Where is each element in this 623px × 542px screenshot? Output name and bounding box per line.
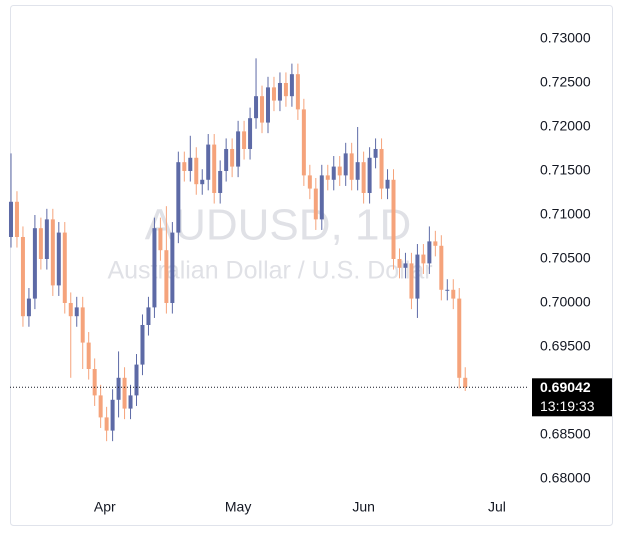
candle-body (283, 82, 288, 97)
candle-body (337, 166, 342, 176)
candle-body (271, 87, 276, 101)
y-tick-label: 0.71500 (540, 162, 591, 178)
candle-body (355, 162, 360, 180)
candle-body (206, 144, 211, 180)
candle-body (397, 258, 402, 268)
y-tick-label: 0.72000 (540, 118, 591, 134)
x-tick-label: Apr (94, 499, 116, 515)
candle-body (391, 179, 396, 259)
candle-body (32, 228, 37, 299)
candle-body (445, 289, 450, 291)
watermark-subtitle: Australian Dollar / U.S. Dollar (107, 257, 432, 285)
candle-body (313, 188, 318, 220)
candle-body (361, 162, 366, 193)
candle-body (98, 395, 103, 418)
y-tick-label: 0.73000 (540, 30, 591, 46)
candle-body (116, 377, 121, 400)
candle-body (152, 228, 157, 308)
candle-body (451, 289, 456, 299)
candle-body (74, 307, 79, 317)
candle-body (50, 219, 55, 286)
candle-body (158, 228, 163, 251)
candle-body (307, 175, 312, 189)
candle-body (409, 263, 414, 299)
last-price-box (532, 378, 612, 417)
candle-body (164, 250, 169, 303)
countdown-label: 13:19:33 (540, 398, 595, 414)
watermark-title: AUDUSD, 1D (145, 201, 412, 250)
candle-body (128, 395, 133, 409)
y-tick-label: 0.70000 (540, 294, 591, 310)
candle-body (289, 74, 294, 97)
candle-body (212, 144, 217, 193)
candle-body (104, 417, 109, 431)
candle-body (463, 377, 468, 388)
candle-body (439, 245, 444, 290)
candle-body (176, 162, 181, 233)
x-tick-label: May (225, 499, 251, 515)
candle-body (110, 399, 115, 431)
candle-body (62, 232, 67, 303)
x-tick-label: Jul (488, 499, 506, 515)
candle-body (295, 74, 300, 110)
candle-body (457, 298, 462, 378)
candle-body (265, 87, 270, 123)
candle-body (373, 148, 378, 158)
candle-body (218, 170, 223, 193)
candle-body (194, 157, 199, 185)
chart-frame (10, 5, 613, 526)
candle-body (44, 219, 49, 259)
candle-body (140, 324, 145, 365)
candle-body (56, 232, 61, 286)
candle-body (433, 241, 438, 246)
candle-body (236, 131, 241, 167)
candle-body (224, 148, 229, 171)
candle-body (230, 148, 235, 167)
candle-body (68, 302, 73, 317)
candle-body (188, 157, 193, 171)
y-tick-label: 0.72500 (540, 74, 591, 90)
last-price-label: 0.69042 (540, 379, 591, 395)
candle-body (349, 153, 354, 180)
candle-body (415, 254, 420, 299)
candle-body (379, 148, 384, 189)
candle-body (319, 175, 324, 220)
candle-body (170, 232, 175, 303)
candle-body (254, 96, 259, 119)
candle-body (92, 368, 97, 396)
y-tick-label: 0.69500 (540, 338, 591, 354)
candle-body (146, 307, 151, 325)
candle-body (242, 131, 247, 149)
candle-body (86, 342, 91, 369)
candle-body (248, 118, 253, 149)
candle-body (331, 166, 336, 180)
candle-body (26, 298, 31, 317)
y-tick-label: 0.70500 (540, 250, 591, 266)
y-tick-label: 0.68000 (540, 470, 591, 486)
candle-body (134, 364, 139, 396)
candle-body (80, 307, 85, 343)
y-tick-label: 0.68500 (540, 426, 591, 442)
candle-body (277, 82, 282, 101)
candle-body (20, 236, 25, 317)
candle-body (122, 377, 127, 409)
candle-body (14, 201, 19, 237)
candle-body (367, 157, 372, 193)
candle-body (421, 254, 426, 264)
candle-body (385, 179, 390, 189)
candle-body (403, 263, 408, 268)
candle-body (260, 96, 265, 123)
candle-body (8, 201, 13, 237)
candle-body (38, 228, 43, 259)
candle-body (200, 179, 205, 185)
y-tick-label: 0.71000 (540, 206, 591, 222)
candle-body (343, 153, 348, 176)
candle-body (182, 162, 187, 171)
candle-body (325, 175, 330, 180)
x-tick-label: Jun (352, 499, 375, 515)
candle-body (301, 109, 306, 176)
candle-body (427, 241, 432, 264)
